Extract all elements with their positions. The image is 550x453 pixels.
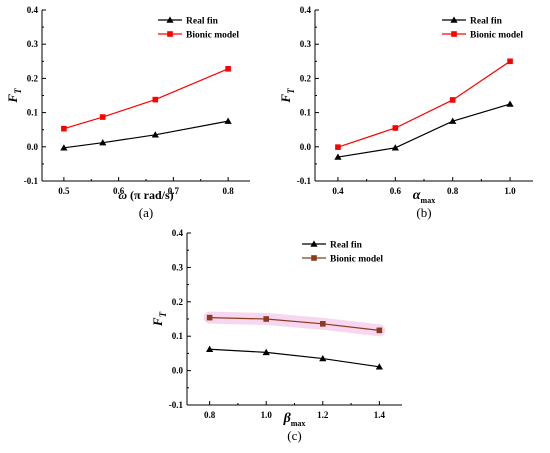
legend: Real fin Bionic model [302, 240, 383, 265]
data-point [319, 354, 327, 362]
panel-caption: (b) [416, 205, 431, 220]
x-axis-label: αmax [413, 188, 435, 205]
legend: Real fin Bionic model [158, 16, 239, 41]
x-tick-label: 1.0 [504, 186, 516, 196]
x-tick-label: 0.6 [390, 186, 402, 196]
legend-marker [451, 31, 457, 37]
panel-caption: (c) [287, 428, 301, 443]
series-line [337, 60, 511, 148]
x-tick-label: 1.4 [374, 410, 386, 420]
legend-label: Bionic model [330, 255, 383, 265]
y-axis-label: FT [150, 311, 168, 327]
x-tick-label: 1.2 [317, 410, 329, 420]
y-tick-label: 0.2 [27, 73, 39, 83]
y-tick-label: 0.4 [27, 5, 39, 15]
data-point [151, 131, 159, 138]
series-line [209, 348, 380, 368]
y-tick-label: -0.1 [169, 400, 184, 410]
data-point [507, 58, 513, 65]
series-line [63, 68, 229, 130]
x-tick-label: 0.5 [58, 186, 70, 196]
x-tick-label: 0.8 [204, 410, 216, 420]
data-point [263, 316, 270, 322]
data-point [60, 144, 68, 151]
series-line [209, 317, 380, 331]
series-1 [206, 345, 383, 370]
y-tick-label: -0.1 [24, 176, 39, 186]
data-point [375, 363, 383, 370]
legend-label: Bionic model [186, 31, 239, 41]
x-tick-label: 0.6 [113, 186, 125, 196]
y-tick-label: 0.4 [300, 5, 312, 15]
y-tick-label: 0.0 [300, 142, 312, 152]
series-error-band [203, 311, 386, 337]
legend: Real fin Bionic model [442, 16, 523, 41]
y-tick-label: 0.0 [27, 142, 39, 152]
y-axis-label: FT [5, 88, 23, 104]
data-point [335, 144, 341, 150]
data-point [99, 114, 106, 120]
y-tick-label: 0.4 [172, 228, 184, 238]
x-axis-label: βmax [283, 411, 306, 428]
data-point [334, 153, 342, 160]
x-tick-label: 0.8 [447, 186, 459, 196]
series-1 [60, 117, 232, 151]
panel-1: -0.1 0.0 0.1 0.2 0.3 0.4 0.5 0.6 0.7 0.8 Real fin B… [5, 5, 250, 220]
data-point [224, 117, 232, 124]
legend-marker [166, 16, 174, 23]
data-point [99, 139, 107, 146]
data-point [206, 314, 213, 321]
x-tick-label: 0.8 [222, 186, 234, 196]
data-point [206, 345, 214, 352]
y-tick-label: 0.2 [172, 297, 184, 307]
y-tick-label: 0.3 [300, 39, 312, 49]
y-tick-label: 0.1 [300, 108, 312, 118]
y-tick-label: 0.1 [27, 108, 39, 118]
data-point [225, 66, 231, 72]
y-tick-label: -0.1 [297, 176, 312, 186]
legend-label: Real fin [186, 17, 219, 27]
series-2 [61, 66, 231, 132]
y-tick-label: 0.0 [172, 366, 184, 376]
legend-label: Bionic model [470, 31, 523, 41]
legend-label: Real fin [470, 17, 503, 27]
y-tick-label: 0.1 [172, 331, 184, 341]
panel-3: -0.1 0.0 0.1 0.2 0.3 0.4 0.8 1.0 1.2 1.4 Real fin B… [150, 228, 402, 443]
panel-caption: (a) [139, 205, 153, 220]
data-point [506, 100, 514, 107]
series-2 [203, 311, 386, 337]
panel-2: -0.1 0.0 0.1 0.2 0.3 0.4 0.4 0.6 0.8 1.0 Real fin B… [278, 5, 533, 220]
data-point [392, 125, 399, 131]
data-point [61, 125, 67, 132]
y-tick-label: 0.3 [27, 39, 39, 49]
data-point [391, 144, 399, 151]
data-point [319, 321, 326, 327]
data-point [449, 97, 456, 103]
y-tick-label: 0.2 [300, 73, 312, 83]
y-axis-label: FT [278, 88, 296, 104]
legend-marker [310, 240, 318, 247]
series-line [63, 120, 229, 149]
y-tick-label: 0.3 [172, 262, 184, 272]
legend-label: Real fin [330, 241, 363, 251]
x-tick-label: 0.7 [168, 186, 180, 196]
data-point [449, 117, 457, 124]
series-line [337, 103, 511, 158]
x-tick-label: 0.4 [332, 186, 344, 196]
x-axis-label: ω (π rad/s) [118, 188, 173, 202]
data-point [152, 96, 159, 103]
legend-marker [450, 16, 458, 23]
data-point [262, 348, 270, 356]
series-1 [334, 100, 514, 160]
x-tick-label: 1.0 [261, 410, 273, 420]
legend-marker [311, 255, 317, 261]
data-point [376, 327, 383, 334]
series-2 [335, 58, 513, 150]
legend-marker [167, 31, 173, 37]
